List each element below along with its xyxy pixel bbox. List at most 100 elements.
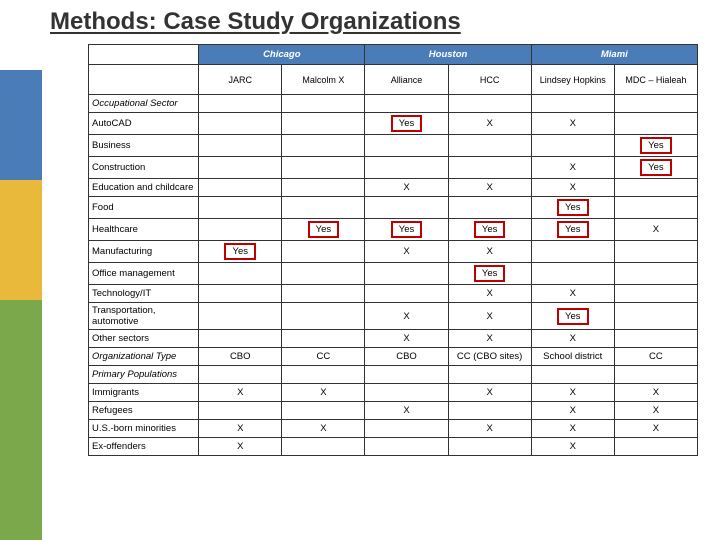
org-header-row: JARCMalcolm XAllianceHCCLindsey HopkinsM… xyxy=(89,65,698,95)
table-row: ImmigrantsXXXXX xyxy=(89,384,698,402)
org-header: HCC xyxy=(448,65,531,95)
table-body: Occupational SectorAutoCADYesXXBusinessY… xyxy=(89,95,698,456)
table-cell xyxy=(199,402,282,420)
row-label: Immigrants xyxy=(89,384,199,402)
table-cell xyxy=(199,95,282,113)
table-cell xyxy=(199,113,282,135)
table-cell xyxy=(448,402,531,420)
table-cell xyxy=(448,157,531,179)
table-cell xyxy=(199,366,282,384)
table-cell xyxy=(365,157,448,179)
table-row: Other sectorsXXX xyxy=(89,330,698,348)
table-cell: X xyxy=(531,438,614,456)
table-cell xyxy=(282,402,365,420)
row-label: Refugees xyxy=(89,402,199,420)
table-cell: Yes xyxy=(199,241,282,263)
city-header-blank xyxy=(89,45,199,65)
table-cell xyxy=(531,241,614,263)
page-title: Methods: Case Study Organizations xyxy=(50,8,461,36)
row-label: Ex-offenders xyxy=(89,438,199,456)
section-label: Occupational Sector xyxy=(89,95,199,113)
case-study-table-wrap: ChicagoHoustonMiamiJARCMalcolm XAlliance… xyxy=(88,44,698,456)
table-cell: Yes xyxy=(614,135,697,157)
table-cell: X xyxy=(531,285,614,303)
table-cell: CBO xyxy=(199,348,282,366)
table-cell: X xyxy=(531,157,614,179)
table-cell: CBO xyxy=(365,348,448,366)
table-cell xyxy=(199,219,282,241)
table-cell: X xyxy=(365,241,448,263)
org-header: Lindsey Hopkins xyxy=(531,65,614,95)
section-label: Organizational Type xyxy=(89,348,199,366)
city-header: Chicago xyxy=(199,45,365,65)
table-cell: Yes xyxy=(531,303,614,330)
sidebar-block xyxy=(0,70,42,180)
table-cell: CC xyxy=(282,348,365,366)
table-cell: X xyxy=(365,402,448,420)
table-cell: Yes xyxy=(365,219,448,241)
table-cell xyxy=(448,135,531,157)
table-cell xyxy=(614,179,697,197)
city-header: Miami xyxy=(531,45,697,65)
table-cell: Yes xyxy=(365,113,448,135)
table-cell: X xyxy=(365,330,448,348)
row-label: Other sectors xyxy=(89,330,199,348)
row-label: Technology/IT xyxy=(89,285,199,303)
row-label: Transportation, automotive xyxy=(89,303,199,330)
table-cell: X xyxy=(199,384,282,402)
table-cell: X xyxy=(531,420,614,438)
highlighted-cell: Yes xyxy=(640,137,672,154)
table-cell xyxy=(365,135,448,157)
table-row: Ex-offendersXX xyxy=(89,438,698,456)
table-row: HealthcareYesYesYesYesX xyxy=(89,219,698,241)
sidebar-block xyxy=(0,0,42,70)
table-cell xyxy=(614,330,697,348)
org-header: MDC – Hialeah xyxy=(614,65,697,95)
table-cell xyxy=(199,157,282,179)
table-cell xyxy=(448,438,531,456)
table-cell: X xyxy=(448,113,531,135)
table-head: ChicagoHoustonMiamiJARCMalcolm XAlliance… xyxy=(89,45,698,95)
table-cell xyxy=(282,438,365,456)
table-cell: X xyxy=(448,303,531,330)
table-cell xyxy=(531,263,614,285)
table-cell: X xyxy=(365,303,448,330)
table-cell: X xyxy=(531,113,614,135)
table-cell xyxy=(448,197,531,219)
table-cell: X xyxy=(614,219,697,241)
table-row: ConstructionXYes xyxy=(89,157,698,179)
table-cell: CC xyxy=(614,348,697,366)
table-cell xyxy=(199,197,282,219)
table-cell xyxy=(282,366,365,384)
table-cell xyxy=(282,303,365,330)
table-cell xyxy=(282,135,365,157)
table-row: Transportation, automotiveXXYes xyxy=(89,303,698,330)
table-cell: CC (CBO sites) xyxy=(448,348,531,366)
table-cell: X xyxy=(448,285,531,303)
table-row: Organizational TypeCBOCCCBOCC (CBO sites… xyxy=(89,348,698,366)
table-cell: X xyxy=(448,384,531,402)
row-label: Business xyxy=(89,135,199,157)
table-cell xyxy=(448,366,531,384)
table-cell xyxy=(365,366,448,384)
highlighted-cell: Yes xyxy=(391,115,423,132)
row-label: Education and childcare xyxy=(89,179,199,197)
row-label: Food xyxy=(89,197,199,219)
highlighted-cell: Yes xyxy=(557,199,589,216)
table-cell: X xyxy=(365,179,448,197)
table-cell xyxy=(282,330,365,348)
table-cell: X xyxy=(614,384,697,402)
table-row: Business Yes xyxy=(89,135,698,157)
table-cell: X xyxy=(282,420,365,438)
table-cell: Yes xyxy=(614,157,697,179)
table-cell xyxy=(365,263,448,285)
table-cell xyxy=(448,95,531,113)
highlighted-cell: Yes xyxy=(391,221,423,238)
row-label: Office management xyxy=(89,263,199,285)
table-cell xyxy=(614,303,697,330)
highlighted-cell: Yes xyxy=(224,243,256,260)
table-cell: Yes xyxy=(448,263,531,285)
table-cell xyxy=(365,438,448,456)
table-cell xyxy=(614,241,697,263)
table-cell: School district xyxy=(531,348,614,366)
